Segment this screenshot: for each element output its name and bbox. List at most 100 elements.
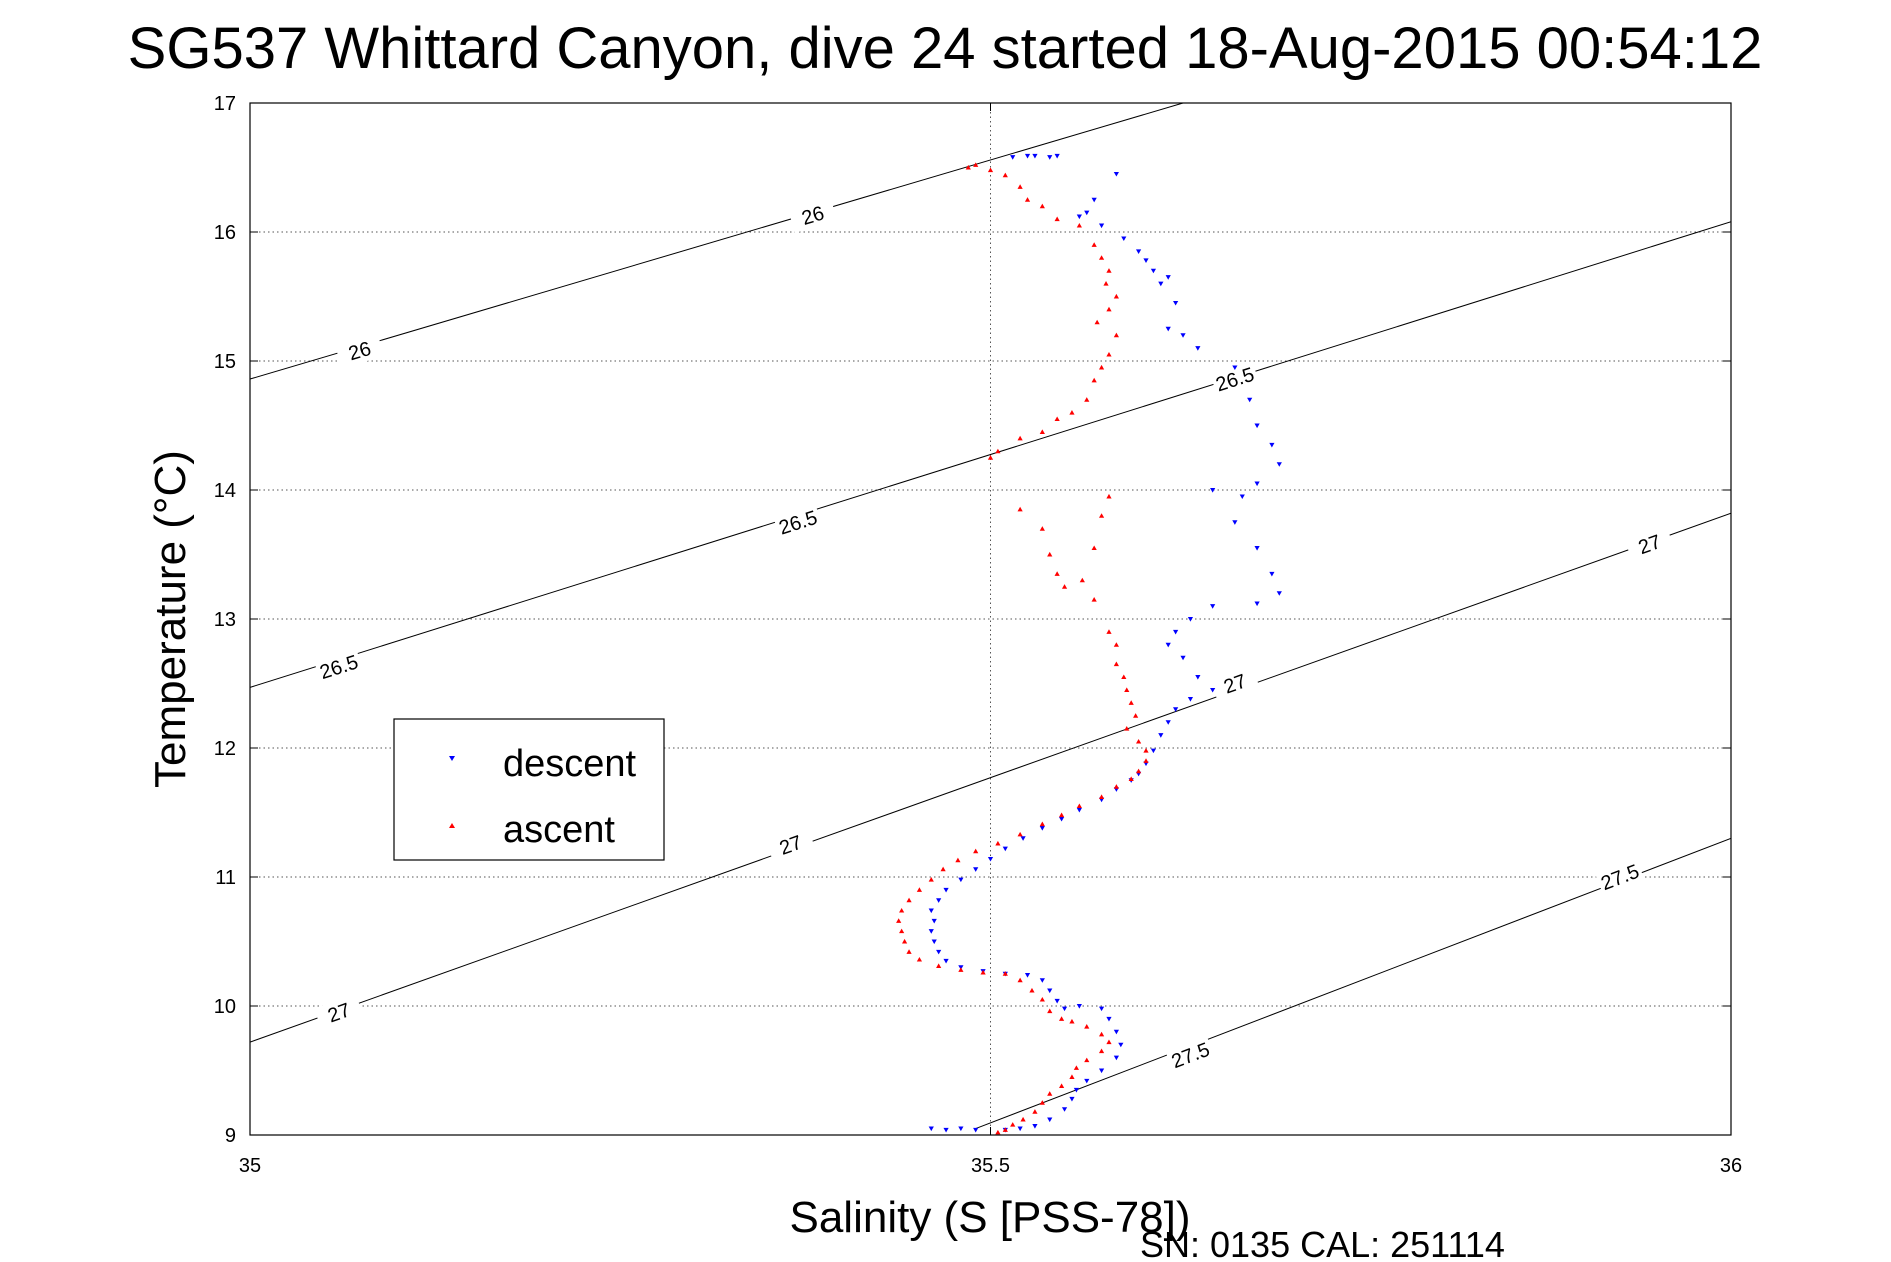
descent-point	[931, 918, 937, 924]
descent-point	[1269, 442, 1275, 448]
legend-ascent-label: ascent	[503, 809, 615, 851]
descent-point	[1039, 825, 1045, 831]
legend-box	[393, 718, 665, 861]
contour-label: 26.5	[776, 507, 820, 540]
ascent-point	[1039, 821, 1045, 827]
ascent-point	[1106, 268, 1112, 273]
ascent-point	[1124, 687, 1130, 692]
data-points	[896, 153, 1282, 1135]
x-tick-label: 36	[1720, 1155, 1742, 1177]
ascent-point	[973, 848, 979, 854]
ascent-point	[928, 876, 934, 882]
ascent-point	[1143, 747, 1149, 753]
ascent-point	[1124, 726, 1130, 731]
contour-label-bg	[788, 197, 838, 233]
ascent-point	[1076, 222, 1082, 228]
descent-point	[1002, 846, 1008, 852]
descent-point	[1187, 696, 1194, 702]
descent-point	[1165, 642, 1171, 648]
descent-point	[1020, 836, 1026, 841]
descent-point	[1076, 807, 1082, 813]
ascent-point	[1069, 410, 1075, 415]
ascent-point	[940, 866, 946, 872]
descent-point	[1076, 1004, 1082, 1009]
legend: descent ascent	[393, 718, 665, 861]
y-tick-label: 15	[214, 351, 236, 373]
descent-point	[1210, 604, 1216, 609]
descent-point	[1024, 973, 1031, 978]
tick-labels: 9 10 11 12 13 14 15 16 17 35 35.5 36	[214, 93, 1742, 1177]
descent-point	[1254, 601, 1260, 607]
descent-point	[1113, 1055, 1119, 1061]
ascent-point	[1010, 1122, 1016, 1127]
descent-point	[1158, 733, 1164, 738]
ascent-point	[1103, 281, 1109, 286]
ascent-point	[1113, 661, 1119, 667]
descent-point	[936, 949, 942, 955]
ascent-point	[955, 857, 961, 863]
descent-point	[1173, 300, 1179, 306]
descent-point	[958, 877, 964, 883]
ascent-point	[936, 963, 942, 969]
ascent-point	[1017, 831, 1023, 837]
ascent-point	[1020, 1116, 1026, 1122]
descent-point	[1084, 1078, 1090, 1084]
density-contour-line	[250, 512, 1731, 1043]
ascent-point	[995, 840, 1001, 846]
x-tick-label: 35	[239, 1155, 261, 1177]
contour-label-bg	[314, 648, 364, 685]
descent-point	[1239, 494, 1245, 500]
ascent-point	[1113, 642, 1119, 647]
ascent-point	[1054, 216, 1060, 222]
density-contour-line	[250, 221, 1731, 688]
descent-point	[1010, 155, 1016, 160]
descent-point	[1195, 675, 1201, 680]
ascent-point	[1058, 812, 1065, 818]
series-descent	[928, 153, 1282, 1133]
ascent-point	[1039, 203, 1045, 209]
ascent-point	[1002, 971, 1008, 976]
ascent-point	[1039, 429, 1045, 434]
contour-label-bg	[1210, 361, 1260, 398]
ascent-point	[1054, 571, 1060, 576]
contour-label-bg	[1624, 525, 1675, 563]
ascent-point	[1073, 1065, 1079, 1070]
ascent-point	[916, 887, 923, 892]
descent-point	[1069, 1096, 1075, 1102]
ascent-point	[1058, 1083, 1065, 1088]
ascent-point	[1106, 1039, 1112, 1045]
ascent-point	[1017, 435, 1023, 441]
descent-point	[1106, 1016, 1112, 1022]
descent-point	[1061, 1107, 1068, 1112]
descent-point	[1232, 365, 1238, 371]
descent-point	[1269, 571, 1275, 577]
ascent-point	[1113, 332, 1119, 338]
y-tick-label: 14	[214, 480, 236, 502]
ascent-point	[1106, 351, 1112, 357]
ascent-point	[1113, 784, 1119, 789]
descent-point	[1158, 281, 1164, 287]
descent-point	[1098, 223, 1105, 229]
ascent-point	[1121, 674, 1127, 680]
descent-point	[1061, 1006, 1068, 1012]
descent-point	[1210, 488, 1216, 493]
descent-point	[1254, 423, 1260, 429]
descent-point	[1254, 481, 1260, 487]
ascent-point	[1084, 1057, 1090, 1063]
descent-point	[943, 958, 949, 964]
descent-point	[987, 856, 994, 862]
ascent-point	[1017, 977, 1023, 983]
ascent-point	[906, 897, 912, 903]
ascent-point	[916, 956, 923, 962]
contour-label-bg	[1210, 664, 1260, 703]
descent-point	[1039, 978, 1045, 983]
contour-label-bg	[765, 826, 816, 864]
descent-point	[931, 939, 937, 945]
ascent-point	[965, 164, 971, 170]
ascent-point	[1069, 1018, 1075, 1024]
ascent-point	[987, 167, 994, 173]
ascent-point	[987, 455, 994, 460]
descent-point	[1165, 275, 1171, 280]
ascent-point	[1024, 197, 1031, 202]
